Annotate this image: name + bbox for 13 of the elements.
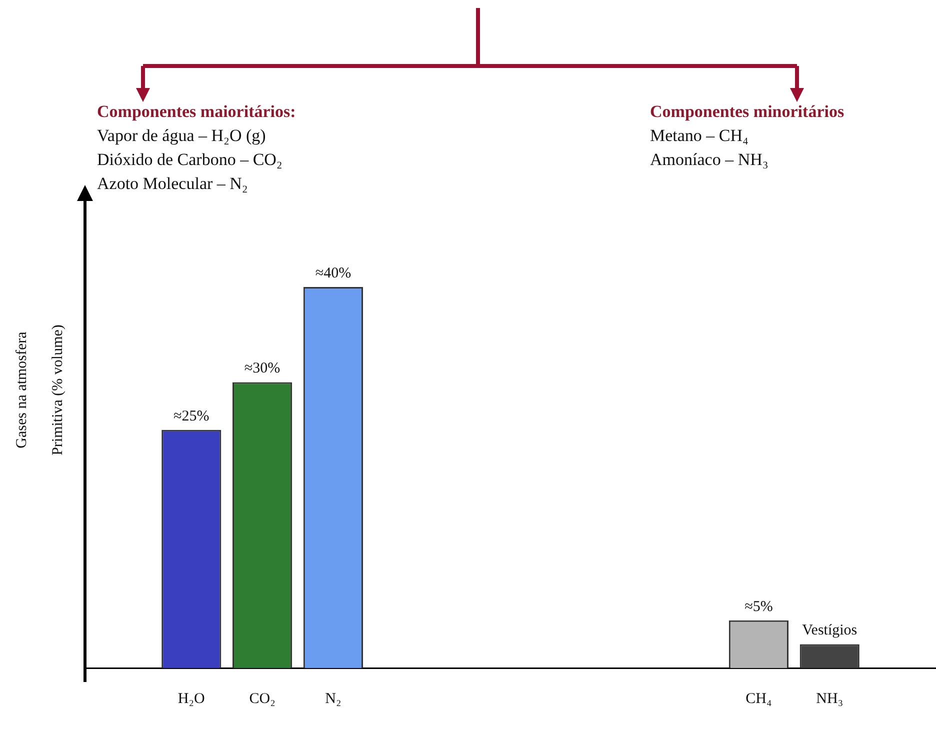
text: Componentes maioritários: Vapor de água – H₂O (g) Dióxido de Carbono – CO₂ Azoto Molecular – N₂ (97, 101, 296, 195)
data-label: ≈5% (744, 598, 773, 615)
text: Gases na atmosfera Primitiva (% volume) (14, 324, 66, 456)
x-tick-label: CO₂ (249, 690, 276, 707)
text: Componentes minoritários Metano – CH₄ Amoníaco – NH₃ (650, 101, 844, 171)
data-label: ≈25% (174, 408, 210, 424)
x-tick-label: NH₃ (816, 690, 844, 707)
data-label: ≈30% (244, 360, 280, 377)
data-label: Vestígios (802, 622, 858, 639)
data-label: ≈40% (315, 265, 352, 282)
x-tick-label: N₂ (325, 690, 342, 707)
x-tick-label: H₂O (178, 690, 205, 707)
x-tick-label: CH₄ (746, 690, 772, 707)
